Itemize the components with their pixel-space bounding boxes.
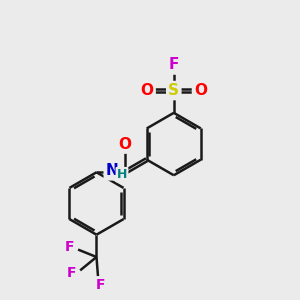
Text: H: H — [117, 168, 127, 181]
Text: O: O — [194, 83, 207, 98]
Text: F: F — [96, 278, 106, 292]
Text: F: F — [65, 240, 74, 254]
Text: S: S — [168, 83, 179, 98]
Text: F: F — [67, 266, 76, 280]
Text: F: F — [169, 58, 179, 73]
Text: N: N — [106, 163, 118, 178]
Text: O: O — [118, 136, 131, 152]
Text: O: O — [140, 83, 154, 98]
